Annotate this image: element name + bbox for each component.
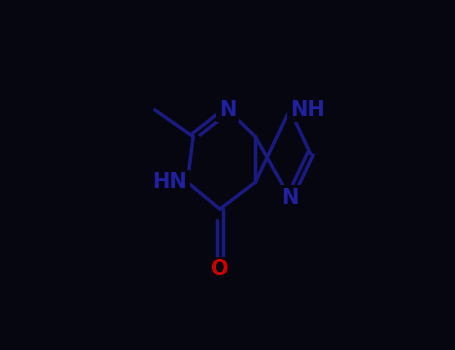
Text: N: N (219, 100, 236, 120)
Text: NH: NH (290, 100, 324, 120)
Text: O: O (211, 259, 229, 279)
Text: N: N (281, 188, 298, 208)
Text: HN: HN (152, 172, 187, 192)
